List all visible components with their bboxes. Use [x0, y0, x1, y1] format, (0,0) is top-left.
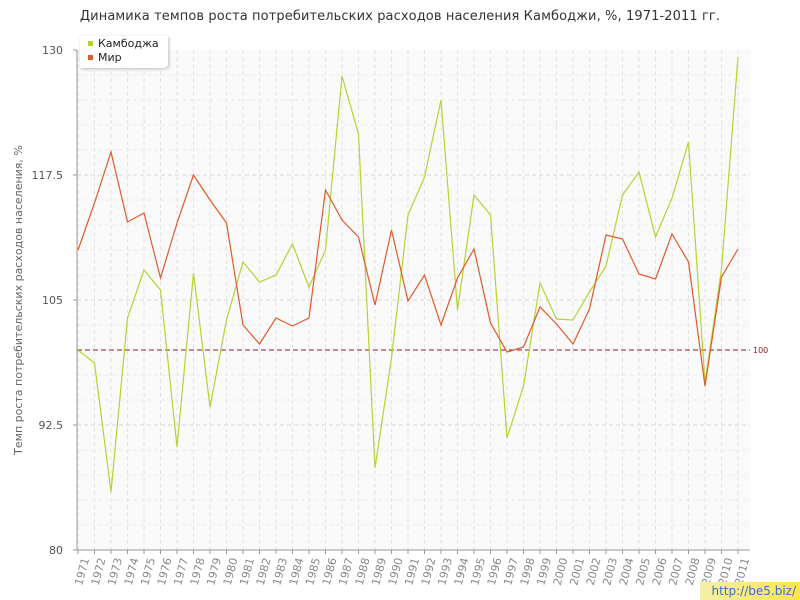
- y-tick-label: 80: [49, 544, 63, 557]
- y-tick-label: 105: [42, 294, 63, 307]
- axes: [73, 49, 750, 554]
- y-axis-label: Темп роста потребительских расходов насе…: [12, 145, 25, 456]
- legend-item-world[interactable]: Мир: [88, 51, 122, 65]
- y-tick-label: 130: [42, 44, 63, 57]
- reference-line: 100: [77, 346, 768, 355]
- legend-swatch: [88, 40, 93, 46]
- series-lines: [77, 56, 739, 493]
- chart-title: Динамика темпов роста потребительских ра…: [79, 9, 721, 24]
- watermark-link[interactable]: http://be5.biz/: [700, 582, 800, 600]
- legend-swatch: [88, 54, 93, 60]
- y-tick-label: 92.5: [39, 419, 64, 432]
- legend: Камбоджа Мир: [80, 36, 168, 68]
- legend-item-cambodia[interactable]: Камбоджа: [88, 37, 159, 51]
- legend-label: Мир: [98, 51, 122, 64]
- series-line-world: [77, 149, 739, 387]
- grid: [77, 50, 750, 550]
- legend-label: Камбоджа: [98, 37, 159, 50]
- y-tick-label: 117.5: [32, 169, 64, 182]
- series-line-cambodia: [77, 56, 739, 493]
- reference-line-label: 100: [753, 346, 768, 355]
